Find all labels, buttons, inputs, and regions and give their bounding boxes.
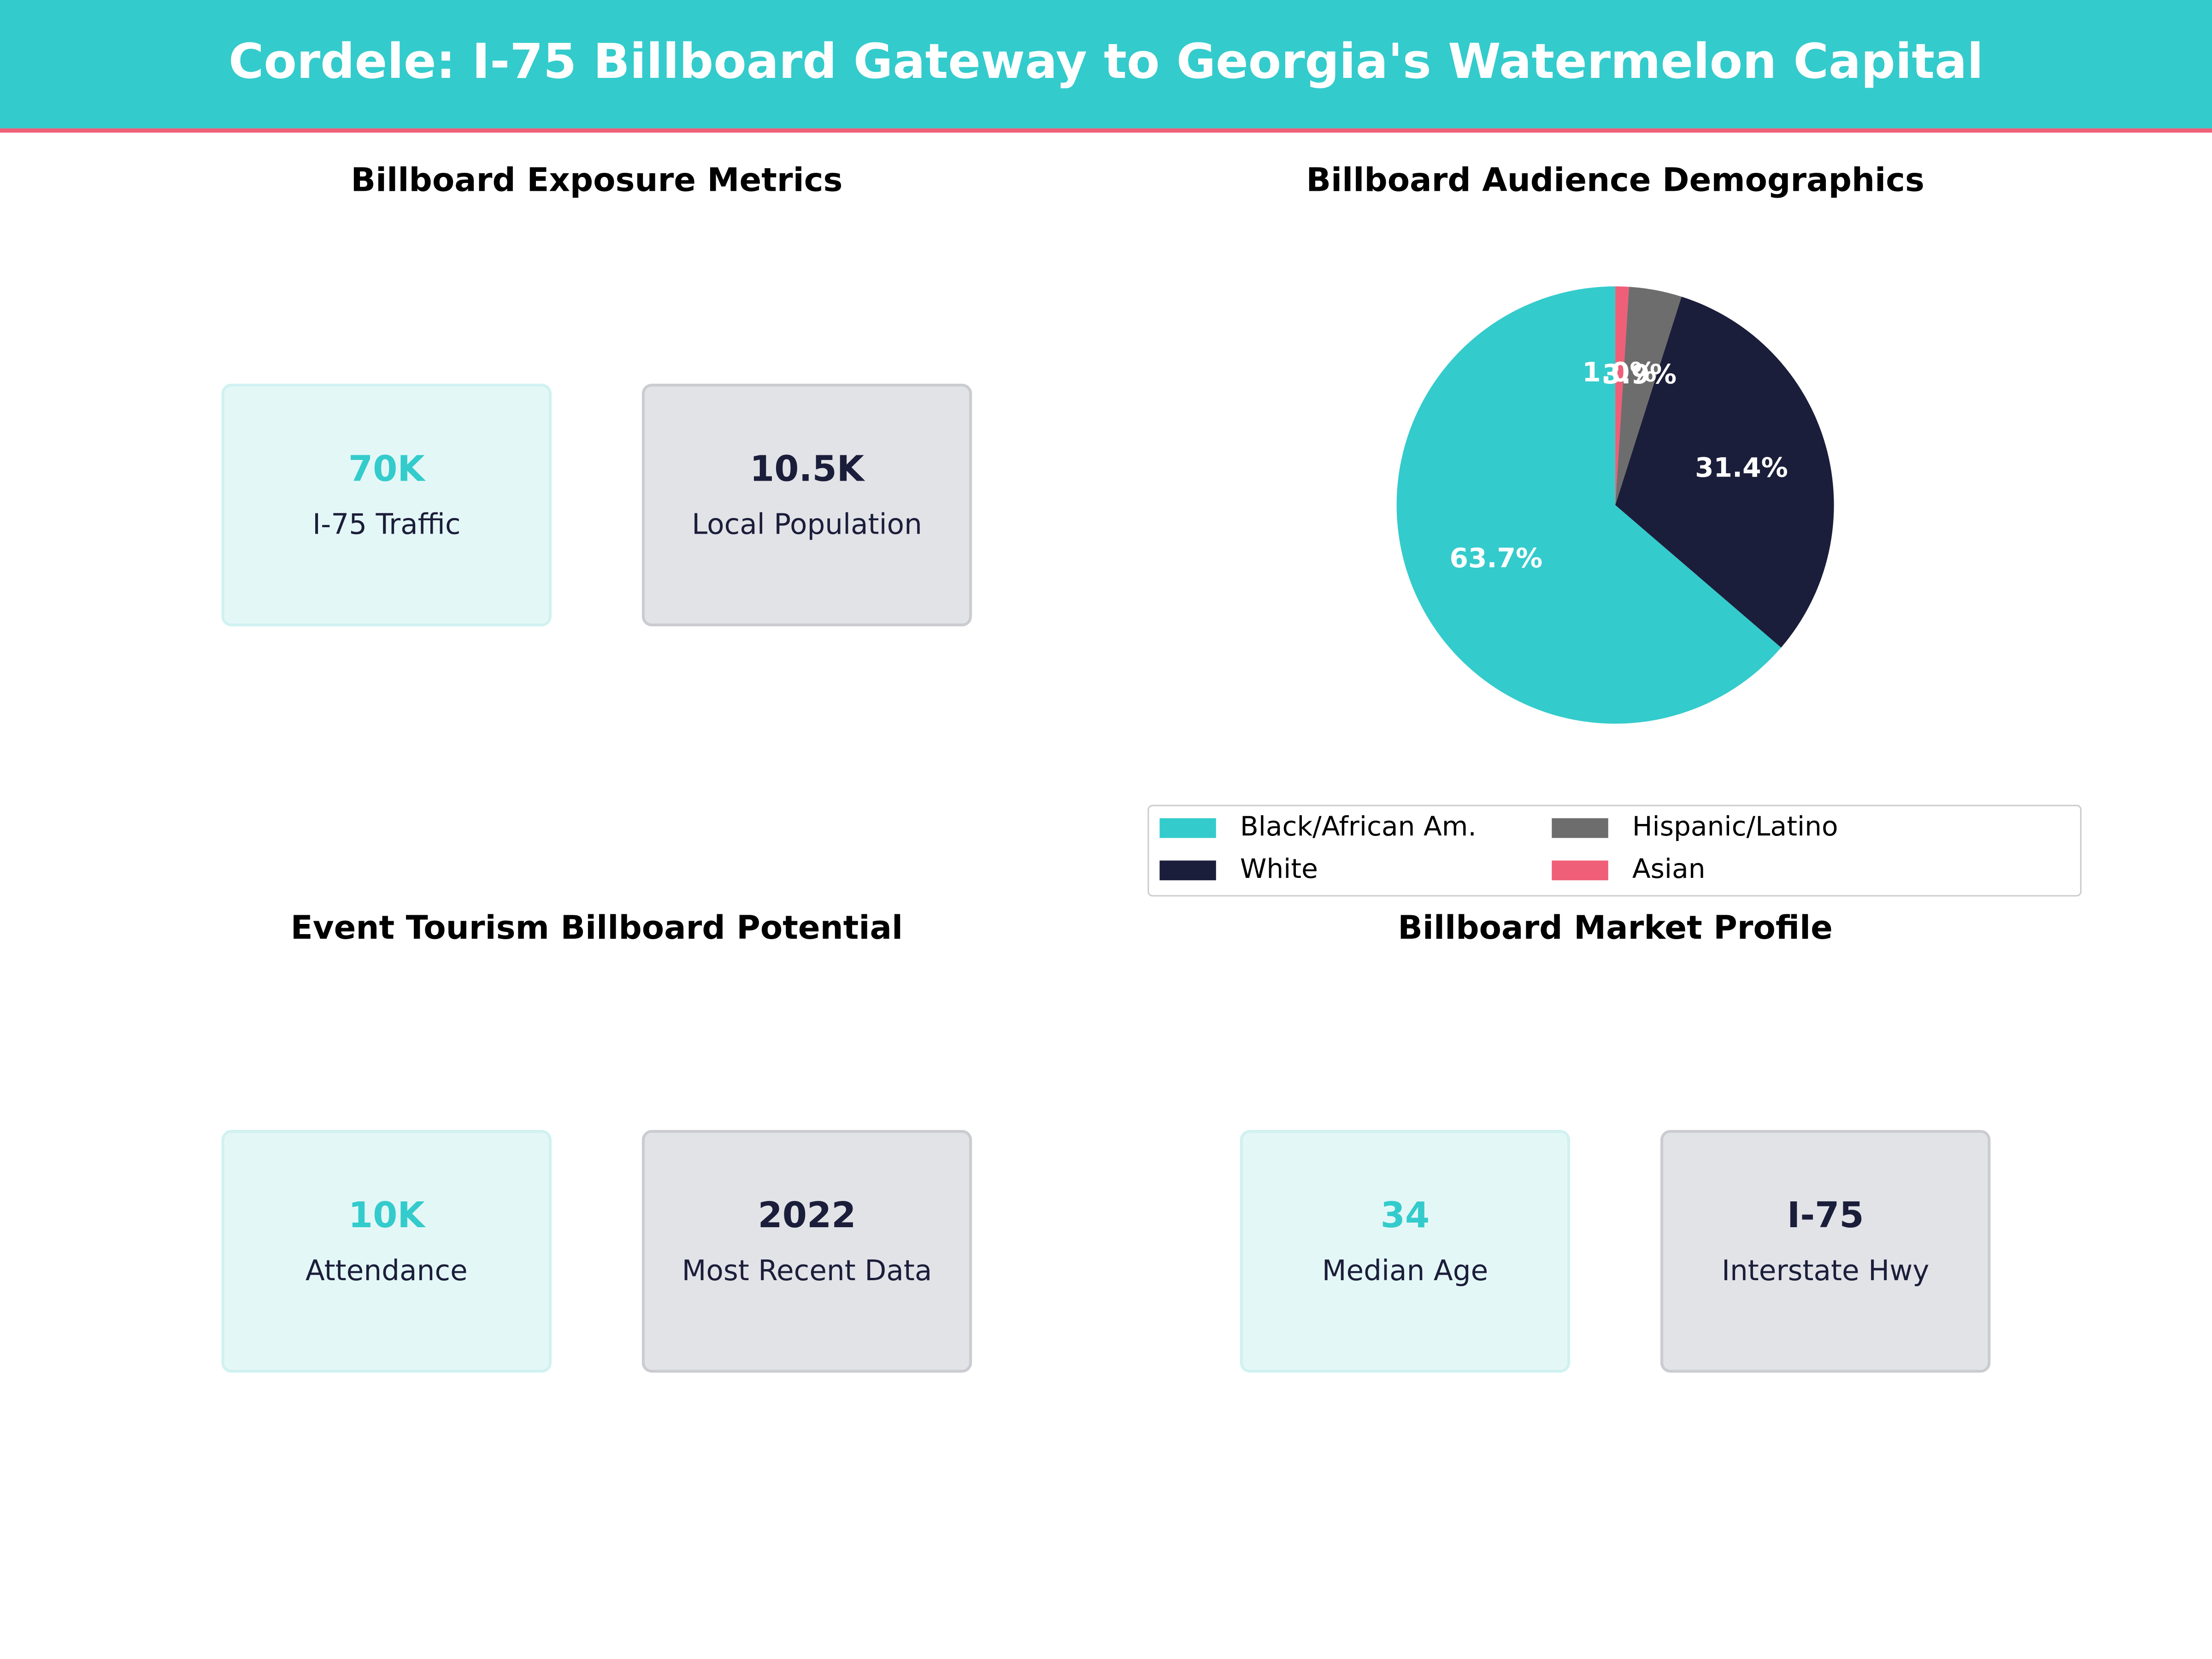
pie-slice [1396,286,1781,724]
header-band [0,0,2212,129]
kpi-label: Local Population [692,508,922,541]
legend-swatch [1159,860,1216,881]
kpi-card [1240,1130,1571,1373]
pie-slice [1615,286,1629,505]
legend-label: Black/African Am. [1240,811,1477,842]
kpi-card [221,1130,552,1373]
chart-title: Billboard Audience Demographics [1306,161,1924,199]
kpi-value: 34 [1381,1195,1430,1236]
legend-box [1147,805,2082,897]
pie-slice [1615,296,1834,648]
legend-label: Asian [1632,853,1706,884]
legend-swatch [1552,818,1608,838]
pie-slice [1615,287,1682,505]
kpi-card [1660,1130,1991,1373]
kpi-value: I-75 [1787,1195,1864,1236]
panel-title: Billboard Exposure Metrics [351,161,842,199]
kpi-card [641,383,972,627]
kpi-label: Attendance [306,1254,468,1287]
kpi-label: Interstate Hwy [1722,1254,1930,1287]
header-title: Cordele: I-75 Billboard Gateway to Georg… [229,33,1983,89]
kpi-value: 10K [348,1195,426,1236]
slice-label: 3.9% [1602,359,1677,390]
legend-label: Hispanic/Latino [1632,811,1838,842]
kpi-card [221,383,552,627]
header-rule [0,128,2212,133]
kpi-label: Most Recent Data [682,1254,932,1287]
kpi-value: 2022 [758,1195,856,1236]
kpi-value: 10.5K [750,448,865,489]
slice-label: 31.4% [1695,452,1788,483]
slice-label: 63.7% [1449,542,1542,574]
kpi-label: Median Age [1322,1254,1488,1287]
panel-title: Billboard Market Profile [1398,909,1833,947]
panel-title: Event Tourism Billboard Potential [291,909,903,947]
slice-label: 1.0% [1582,356,1656,388]
legend-swatch [1159,818,1216,838]
kpi-value: 70K [348,448,426,489]
legend-label: White [1240,853,1318,884]
legend-swatch [1552,860,1608,881]
kpi-label: I-75 Traffic [312,508,460,541]
kpi-card [641,1130,972,1373]
